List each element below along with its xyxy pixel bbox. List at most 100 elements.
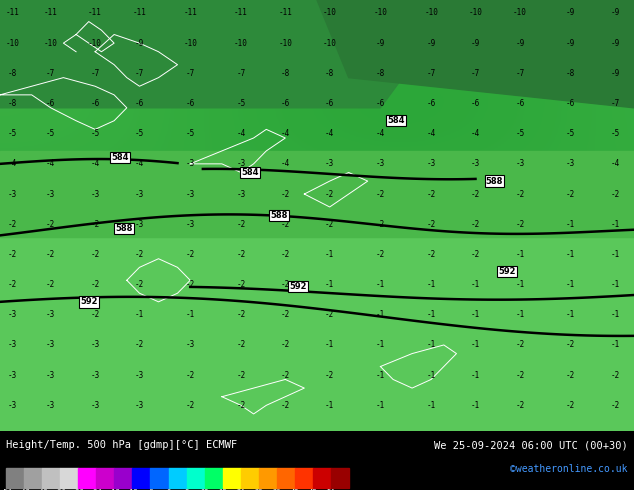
Text: -24: -24 bbox=[90, 489, 103, 490]
Text: -10: -10 bbox=[44, 39, 58, 48]
Text: -2: -2 bbox=[281, 250, 290, 259]
Text: -8: -8 bbox=[146, 489, 155, 490]
Text: -2: -2 bbox=[566, 341, 575, 349]
Text: -4: -4 bbox=[325, 129, 334, 138]
Text: -11: -11 bbox=[234, 8, 248, 18]
Text: -2: -2 bbox=[471, 220, 480, 229]
Text: 592: 592 bbox=[498, 267, 516, 276]
Text: We 25-09-2024 06:00 UTC (00+30): We 25-09-2024 06:00 UTC (00+30) bbox=[434, 440, 628, 450]
Text: 54: 54 bbox=[327, 489, 335, 490]
Text: -9: -9 bbox=[566, 8, 575, 18]
Bar bbox=[96, 467, 115, 488]
Text: -9: -9 bbox=[515, 39, 524, 48]
Bar bbox=[6, 467, 24, 488]
Text: -10: -10 bbox=[513, 8, 527, 18]
Text: -2: -2 bbox=[8, 220, 17, 229]
Text: Height/Temp. 500 hPa [gdmp][°C] ECMWF: Height/Temp. 500 hPa [gdmp][°C] ECMWF bbox=[6, 440, 238, 450]
Text: 588: 588 bbox=[115, 224, 133, 233]
Text: -4: -4 bbox=[611, 159, 619, 169]
Text: -1: -1 bbox=[611, 280, 619, 289]
Text: -2: -2 bbox=[281, 220, 290, 229]
Bar bbox=[240, 467, 259, 488]
Text: -2: -2 bbox=[186, 370, 195, 380]
Text: -9: -9 bbox=[611, 8, 619, 18]
Text: -2: -2 bbox=[135, 250, 144, 259]
Text: -7: -7 bbox=[91, 69, 100, 78]
Text: -9: -9 bbox=[611, 39, 619, 48]
Text: -1: -1 bbox=[325, 401, 334, 410]
Text: 592: 592 bbox=[80, 297, 98, 306]
Text: -9: -9 bbox=[611, 69, 619, 78]
Text: -7: -7 bbox=[236, 69, 245, 78]
Text: -1: -1 bbox=[611, 310, 619, 319]
Text: -6: -6 bbox=[471, 99, 480, 108]
Text: -2: -2 bbox=[8, 250, 17, 259]
Text: -1: -1 bbox=[471, 341, 480, 349]
Polygon shape bbox=[317, 0, 634, 108]
Text: -1: -1 bbox=[566, 220, 575, 229]
Text: -2: -2 bbox=[515, 220, 524, 229]
Text: -3: -3 bbox=[471, 159, 480, 169]
Text: -4: -4 bbox=[376, 129, 385, 138]
Bar bbox=[223, 467, 240, 488]
Text: -1: -1 bbox=[515, 280, 524, 289]
Bar bbox=[276, 467, 295, 488]
Text: -9: -9 bbox=[471, 39, 480, 48]
Text: -2: -2 bbox=[236, 280, 245, 289]
Text: -6: -6 bbox=[91, 99, 100, 108]
Text: -3: -3 bbox=[135, 220, 144, 229]
Text: 12: 12 bbox=[200, 489, 209, 490]
Text: -2: -2 bbox=[236, 370, 245, 380]
Text: -3: -3 bbox=[515, 159, 524, 169]
Text: -4: -4 bbox=[281, 129, 290, 138]
Text: -3: -3 bbox=[8, 310, 17, 319]
Text: -2: -2 bbox=[566, 190, 575, 198]
Text: -1: -1 bbox=[325, 250, 334, 259]
Text: -2: -2 bbox=[135, 280, 144, 289]
Polygon shape bbox=[0, 237, 634, 431]
Text: -10: -10 bbox=[6, 39, 20, 48]
Bar bbox=[169, 467, 186, 488]
Text: -1: -1 bbox=[611, 250, 619, 259]
Text: -2: -2 bbox=[91, 280, 100, 289]
Text: 42: 42 bbox=[290, 489, 299, 490]
Text: -3: -3 bbox=[46, 190, 55, 198]
Text: -7: -7 bbox=[515, 69, 524, 78]
Text: -1: -1 bbox=[376, 401, 385, 410]
Text: -8: -8 bbox=[8, 99, 17, 108]
Text: -2: -2 bbox=[611, 370, 619, 380]
Bar bbox=[42, 467, 60, 488]
Text: 584: 584 bbox=[387, 116, 405, 125]
Text: -3: -3 bbox=[8, 341, 17, 349]
Text: -2: -2 bbox=[281, 190, 290, 198]
Text: -10: -10 bbox=[323, 8, 337, 18]
Text: -5: -5 bbox=[236, 99, 245, 108]
Text: -3: -3 bbox=[186, 190, 195, 198]
Text: -2: -2 bbox=[376, 250, 385, 259]
Text: -6: -6 bbox=[281, 99, 290, 108]
Text: -7: -7 bbox=[135, 69, 144, 78]
Text: -1: -1 bbox=[427, 370, 436, 380]
Text: -2: -2 bbox=[376, 190, 385, 198]
Text: -6: -6 bbox=[135, 99, 144, 108]
Text: -2: -2 bbox=[611, 190, 619, 198]
Text: -2: -2 bbox=[515, 190, 524, 198]
Text: 584: 584 bbox=[242, 168, 259, 177]
Text: -48: -48 bbox=[18, 489, 30, 490]
Text: -10: -10 bbox=[278, 39, 292, 48]
Text: 0: 0 bbox=[166, 489, 171, 490]
Text: -3: -3 bbox=[566, 159, 575, 169]
Text: -3: -3 bbox=[91, 341, 100, 349]
Text: -2: -2 bbox=[566, 401, 575, 410]
Text: -2: -2 bbox=[427, 190, 436, 198]
Text: -1: -1 bbox=[515, 250, 524, 259]
Text: -10: -10 bbox=[183, 39, 197, 48]
Text: -2: -2 bbox=[236, 341, 245, 349]
Text: -1: -1 bbox=[471, 370, 480, 380]
Text: 584: 584 bbox=[112, 153, 129, 162]
Bar bbox=[259, 467, 276, 488]
Text: -4: -4 bbox=[281, 159, 290, 169]
Text: -11: -11 bbox=[44, 8, 58, 18]
Text: -1: -1 bbox=[376, 370, 385, 380]
Text: -4: -4 bbox=[135, 159, 144, 169]
